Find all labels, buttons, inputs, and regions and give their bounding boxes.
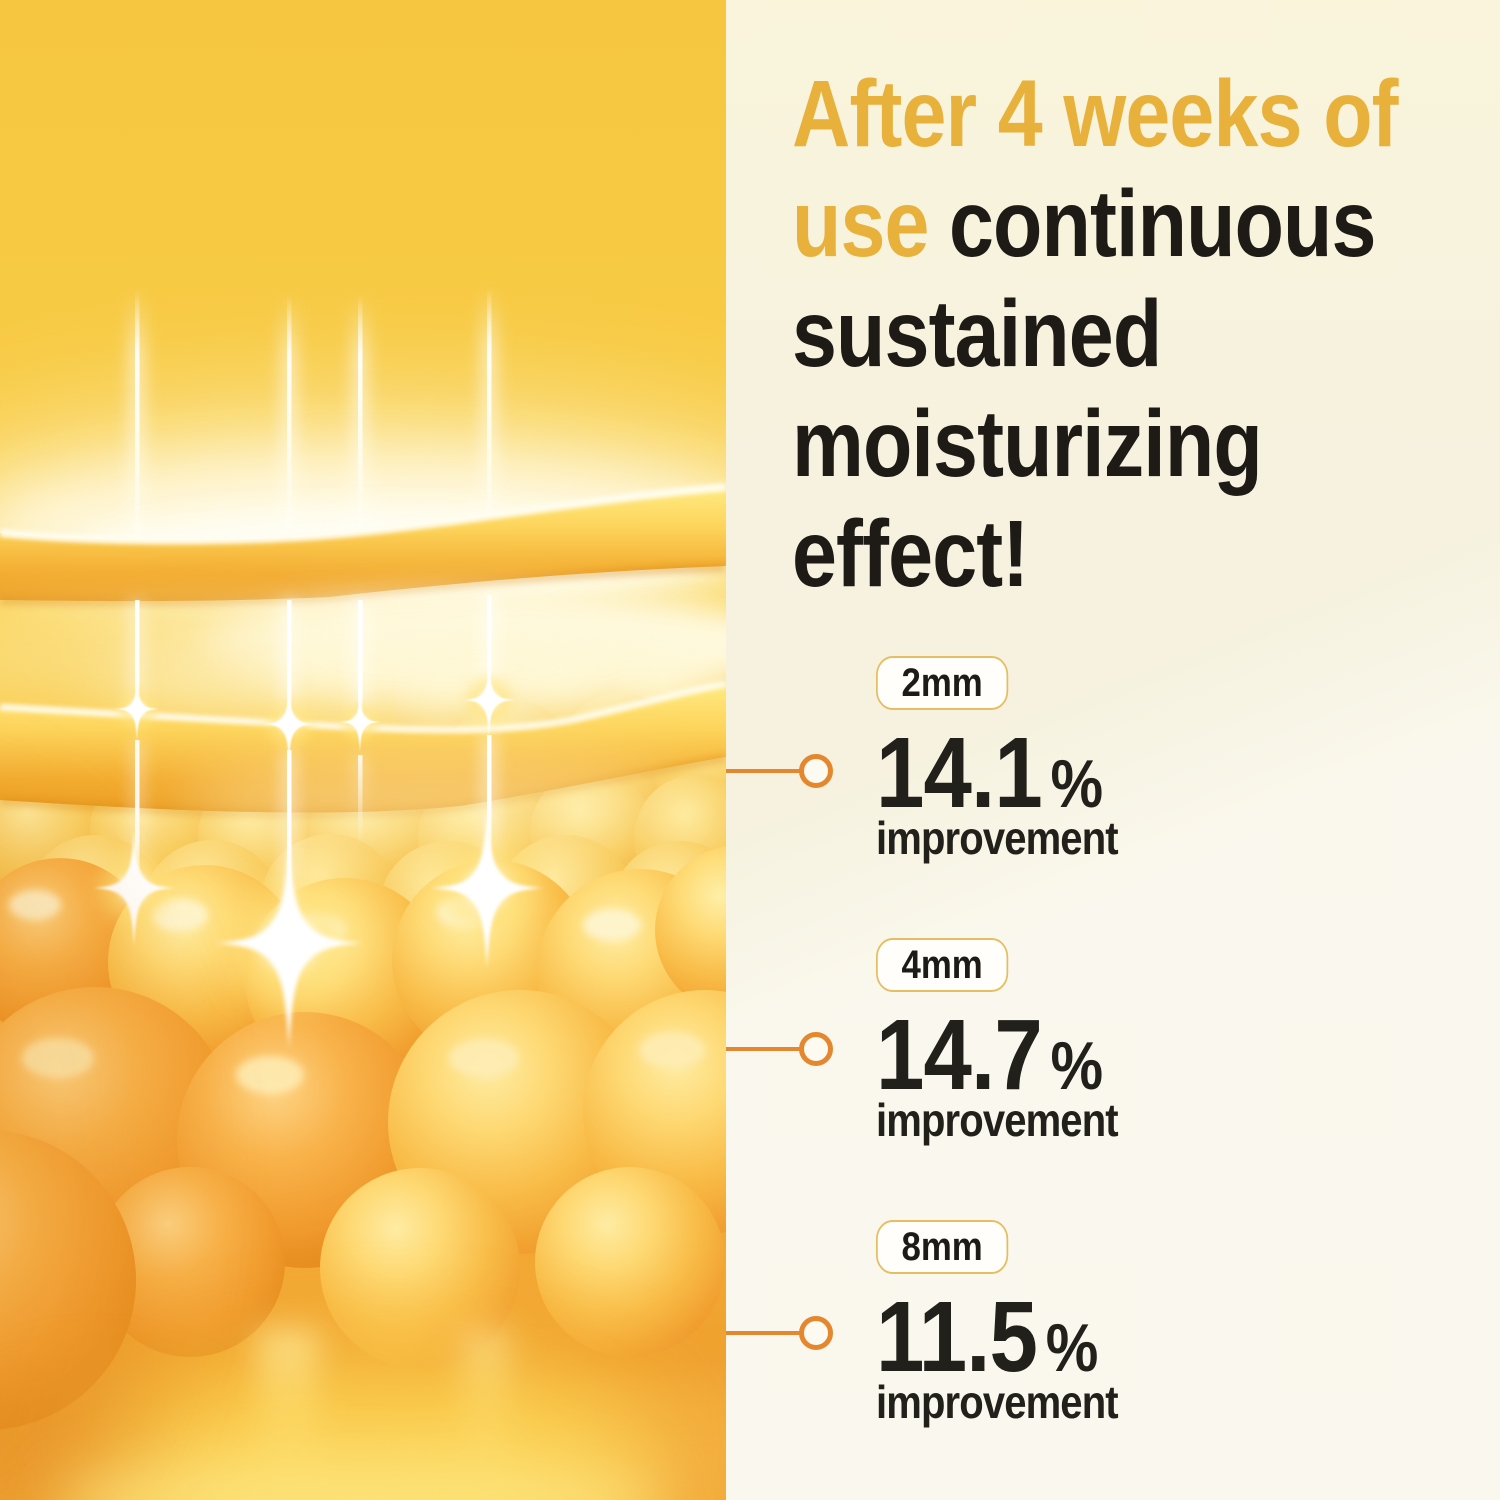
- headline: After 4 weeks of use continuous sustained…: [792, 59, 1438, 609]
- depth-label: 4mm: [901, 943, 983, 987]
- connector-dot: [799, 1032, 833, 1066]
- headline-line: sustained: [792, 279, 1438, 389]
- stat-value-row: 11.5%: [876, 1287, 1118, 1387]
- connector-line: [726, 1047, 802, 1051]
- skin-layers-illustration: [0, 0, 726, 1500]
- connector-dot: [799, 1316, 833, 1350]
- connector-dot: [799, 754, 833, 788]
- connector-4mm: [726, 1032, 836, 1066]
- stat-value: 11.5: [876, 1281, 1038, 1393]
- stat-8mm: 8mm 11.5% improvement: [876, 1220, 1119, 1428]
- stat-value: 14.7: [876, 999, 1043, 1111]
- headline-gold-text: use: [792, 171, 929, 277]
- headline-dark-text: continuous: [948, 171, 1376, 277]
- headline-dark-text: moisturizing: [792, 391, 1263, 497]
- stat-4mm: 4mm 14.7% improvement: [876, 938, 1119, 1146]
- stat-label: improvement: [876, 1376, 1119, 1428]
- headline-line: After 4 weeks of: [792, 59, 1438, 169]
- headline-line: moisturizing: [792, 389, 1438, 499]
- stat-2mm: 2mm 14.1% improvement: [876, 656, 1119, 864]
- headline-gold-text: After 4 weeks of: [792, 61, 1399, 167]
- info-panel: After 4 weeks of use continuous sustained…: [726, 0, 1500, 1500]
- stat-value: 14.1: [876, 717, 1043, 829]
- headline-dark-text: effect!: [792, 501, 1029, 607]
- connector-2mm: [726, 754, 836, 788]
- stat-unit: %: [1050, 1028, 1104, 1104]
- headline-line: effect!: [792, 499, 1438, 609]
- depth-badge: 8mm: [876, 1220, 1009, 1274]
- stat-unit: %: [1050, 746, 1104, 822]
- stat-label: improvement: [876, 812, 1119, 864]
- stat-unit: %: [1045, 1310, 1099, 1386]
- moisture-illustration: [0, 0, 726, 1500]
- stat-value-row: 14.1%: [876, 723, 1118, 823]
- connector-line: [726, 1331, 802, 1335]
- headline-line: use continuous: [792, 169, 1438, 279]
- depth-label: 8mm: [901, 1225, 983, 1269]
- stat-label: improvement: [876, 1094, 1119, 1146]
- depth-badge: 2mm: [876, 656, 1009, 710]
- headline-dark-text: sustained: [792, 281, 1162, 387]
- connector-line: [726, 769, 802, 773]
- stat-value-row: 14.7%: [876, 1005, 1118, 1105]
- depth-label: 2mm: [901, 661, 983, 705]
- depth-badge: 4mm: [876, 938, 1009, 992]
- connector-8mm: [726, 1316, 836, 1350]
